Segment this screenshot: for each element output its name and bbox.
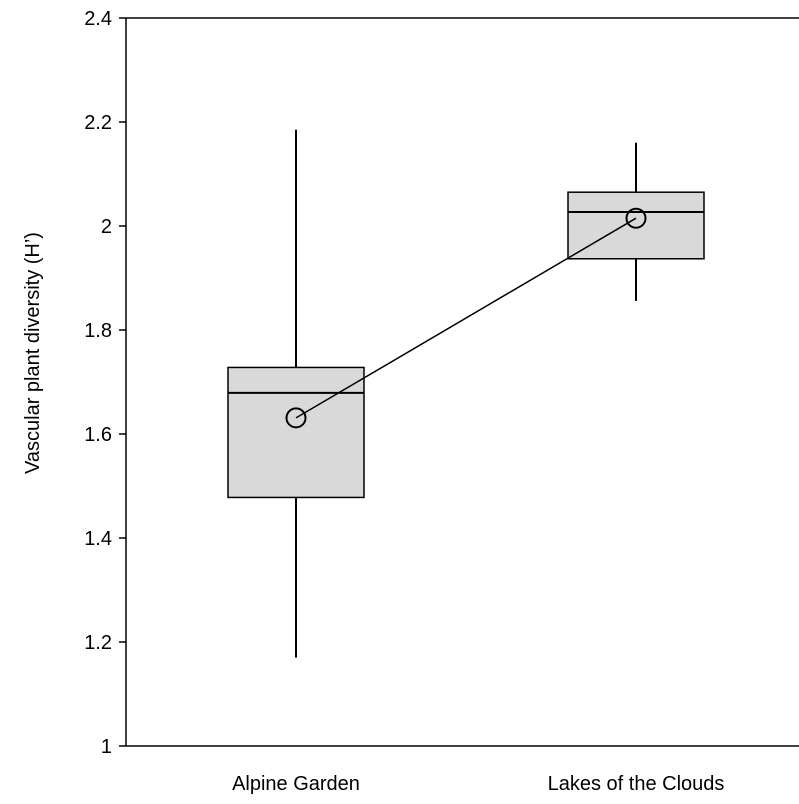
y-ticks: 1 1.2 1.4 1.6 1.8 2 2.2 2.4 <box>84 8 126 758</box>
y-tick-label: 1.4 <box>84 528 112 550</box>
y-tick-label: 2.4 <box>84 8 112 30</box>
y-axis-title: Vascular plant diversity (H’) <box>22 232 44 474</box>
y-tick-label: 1.2 <box>84 632 112 654</box>
y-tick-label: 2 <box>101 216 112 238</box>
box-group <box>567 142 705 301</box>
interquartile-box <box>227 366 365 499</box>
x-tick-label: Lakes of the Clouds <box>548 773 725 795</box>
y-tick-label: 1.8 <box>84 320 112 342</box>
mean-connector-line <box>295 217 637 419</box>
box-group <box>227 129 365 658</box>
mean-marker <box>285 407 307 429</box>
y-tick-label: 1.6 <box>84 424 112 446</box>
mean-marker <box>625 207 647 229</box>
x-tick-label: Alpine Garden <box>232 773 360 795</box>
y-tick-label: 1 <box>101 736 112 758</box>
boxes <box>227 129 705 658</box>
means <box>285 207 647 429</box>
axes <box>125 17 799 747</box>
x-ticks: Alpine Garden Lakes of the Clouds <box>232 773 724 795</box>
y-tick-label: 2.2 <box>84 112 112 134</box>
interquartile-box <box>567 191 705 260</box>
